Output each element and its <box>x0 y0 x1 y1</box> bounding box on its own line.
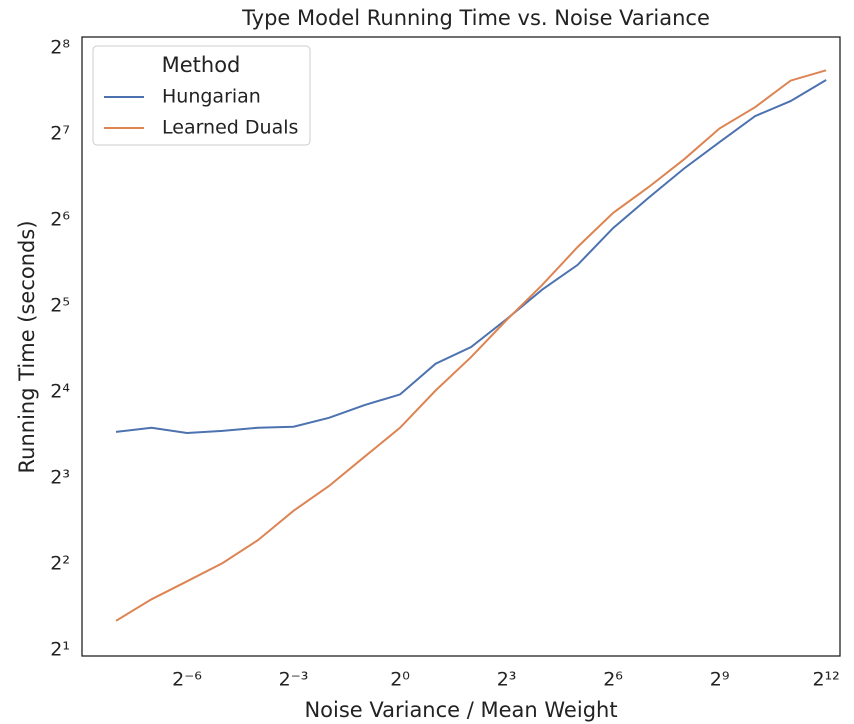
x-axis-label: Noise Variance / Mean Weight <box>304 698 617 722</box>
y-tick-label: 2¹ <box>50 638 70 660</box>
legend-label: Learned Duals <box>162 117 298 139</box>
y-tick-label: 2⁸ <box>50 37 70 59</box>
legend-box <box>92 45 311 146</box>
x-tick-label: 2⁻³ <box>279 669 309 691</box>
axes-frame <box>81 36 841 657</box>
chart-title: Type Model Running Time vs. Noise Varian… <box>241 6 710 30</box>
y-tick-label: 2² <box>50 552 70 574</box>
x-tick-label: 2⁶ <box>603 669 623 691</box>
x-tick-label: 2⁰ <box>390 669 410 691</box>
x-tick-label: 2⁹ <box>710 669 730 691</box>
series-line <box>115 79 827 435</box>
legend-title: Method <box>162 53 241 77</box>
series-line <box>115 69 827 622</box>
y-tick-label: 2³ <box>50 467 70 489</box>
legend: Method Hungarian Learned Duals <box>92 45 311 146</box>
x-tick-label: 2⁻⁶ <box>172 669 202 691</box>
y-tick-label: 2⁵ <box>50 295 70 317</box>
x-tick-label: 2³ <box>497 669 517 691</box>
x-tick-label: 2¹² <box>812 669 839 691</box>
legend-label: Hungarian <box>162 86 261 108</box>
y-tick-label: 2⁶ <box>50 209 70 231</box>
y-tick-label: 2⁴ <box>50 381 70 403</box>
y-tick-label: 2⁷ <box>50 123 70 145</box>
y-axis-label: Running Time (seconds) <box>15 220 39 473</box>
